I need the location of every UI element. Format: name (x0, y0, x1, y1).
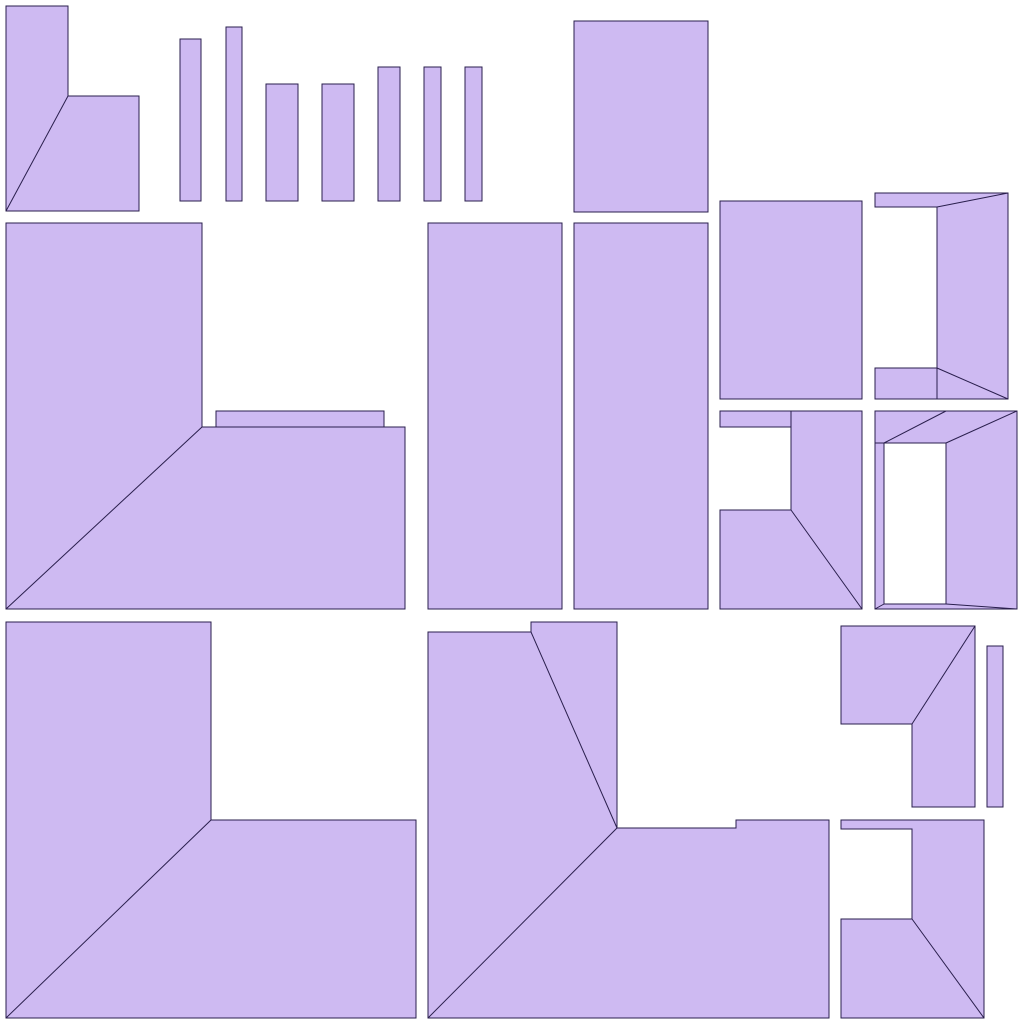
uv-strip-3 (265, 83, 299, 202)
uv-island-frame (874, 410, 1018, 610)
uv-strip-1 (179, 38, 202, 202)
uv-island-c-shape (719, 410, 863, 610)
uv-strip-right (986, 645, 1004, 808)
uv-island-bracket-top (874, 192, 1009, 400)
uv-strip-2 (225, 26, 243, 202)
uv-strip-7 (464, 66, 483, 202)
uv-island-bottom-center (427, 621, 830, 1019)
uv-island-mid-left (5, 222, 406, 610)
uv-island-top-center (573, 20, 709, 213)
uv-strip-4 (321, 83, 355, 202)
uv-island-bottom-left (5, 621, 417, 1019)
uv-strip-6 (423, 66, 442, 202)
uv-island-tall-2 (573, 222, 709, 610)
uv-island-top-left (5, 5, 140, 212)
uv-island-right-bent (840, 625, 976, 808)
uv-island-right-square (719, 200, 863, 400)
uv-island-bottom-right (840, 819, 985, 1019)
uv-island-tall-1 (427, 222, 563, 610)
uv-strip-5 (377, 66, 401, 202)
